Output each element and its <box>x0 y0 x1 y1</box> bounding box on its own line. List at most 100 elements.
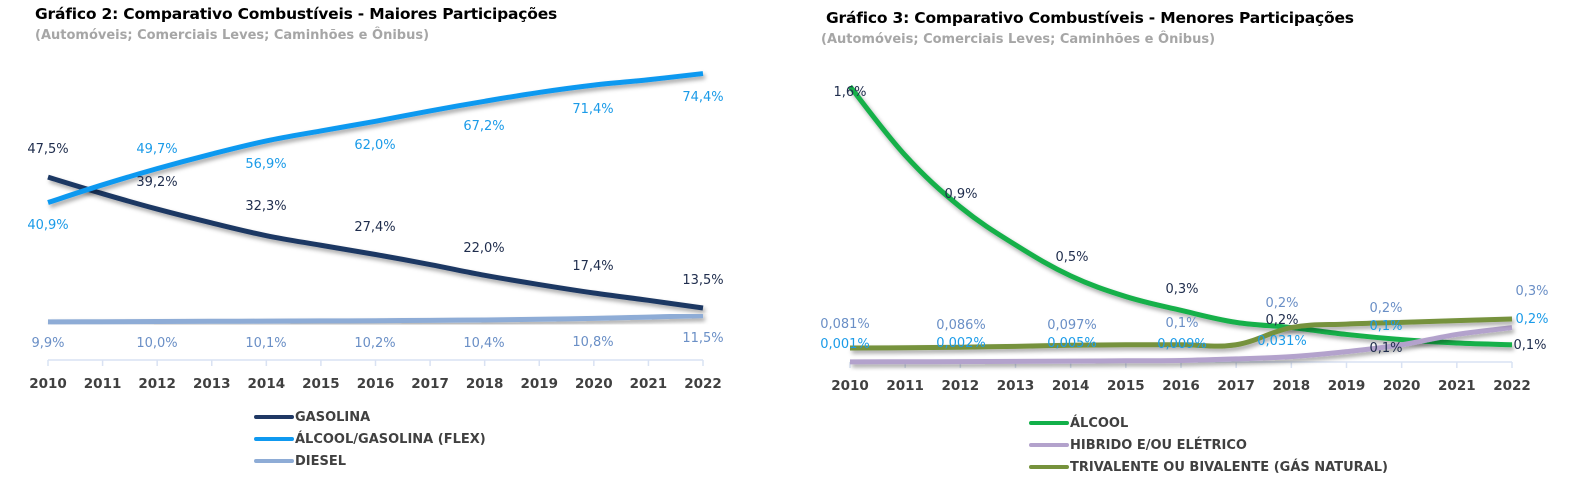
chart-2-subtitle: (Automóveis; Comerciais Leves; Caminhões… <box>35 28 430 43</box>
legend-swatch <box>1029 465 1069 469</box>
data-label: 10,8% <box>572 335 613 350</box>
x-tick-label: 2022 <box>1493 378 1531 394</box>
data-label: 27,4% <box>354 220 395 235</box>
data-label: 49,7% <box>136 142 177 157</box>
series-line-trivalente-ou-bivalente-g-s-natural <box>849 316 1513 351</box>
data-label: 0,9% <box>944 187 977 202</box>
chart-3-legend: ÁLCOOL HIBRIDO E/OU ELÉTRICO TRIVALENTE OU… <box>1029 412 1388 478</box>
x-tick-label: 2014 <box>248 376 286 392</box>
data-label: 40,9% <box>27 218 68 233</box>
data-label: 56,9% <box>245 157 286 172</box>
data-label: 47,5% <box>27 142 68 157</box>
legend-swatch <box>1029 443 1069 447</box>
chart-3-plot: 2010 2011 2012 2013 2014 2015 2016 2017 2018 2019… <box>820 84 1549 394</box>
data-label: 10,2% <box>354 336 395 351</box>
data-label: 0,1% <box>1165 316 1198 331</box>
data-label: 0,2% <box>1515 312 1548 327</box>
data-label: 0,2% <box>1265 296 1298 311</box>
data-label: 17,4% <box>572 259 613 274</box>
x-tick-label: 2013 <box>997 378 1035 394</box>
data-label: 9,9% <box>31 336 64 351</box>
chart-2-legend: GASOLINA ÁLCOOL/GASOLINA (FLEX) DIESEL <box>254 406 486 472</box>
x-tick-label: 2019 <box>520 376 558 392</box>
x-tick-label: 2012 <box>942 378 980 394</box>
data-label: 10,0% <box>136 336 177 351</box>
x-tick-label: 2014 <box>1052 378 1090 394</box>
data-label: 62,0% <box>354 138 395 153</box>
x-tick-label: 2017 <box>411 376 449 392</box>
x-tick-label: 2016 <box>1162 378 1200 394</box>
data-label: 0,097% <box>1047 318 1097 333</box>
data-label: 0,2% <box>1265 313 1298 328</box>
x-tick-label: 2022 <box>684 376 722 392</box>
series-line-diesel <box>47 313 704 325</box>
data-label: 0,002% <box>936 336 986 351</box>
data-label: 0,5% <box>1055 250 1088 265</box>
legend-swatch <box>1029 421 1069 425</box>
x-tick-label: 2019 <box>1328 378 1366 394</box>
x-tick-label: 2013 <box>193 376 231 392</box>
x-tick-label: 2020 <box>1383 378 1421 394</box>
legend-label: HIBRIDO E/OU ELÉTRICO <box>1070 437 1247 453</box>
x-tick-label: 2016 <box>357 376 395 392</box>
data-label: 10,4% <box>463 336 504 351</box>
data-label: 67,2% <box>463 119 504 134</box>
chart-3-subtitle: (Automóveis; Comerciais Leves; Caminhões… <box>821 32 1216 47</box>
x-tick-label: 2018 <box>466 376 504 392</box>
series-line-gasolina <box>47 174 704 311</box>
legend-label: DIESEL <box>295 453 347 469</box>
legend-label: GASOLINA <box>295 409 371 425</box>
data-label: 71,4% <box>572 102 613 117</box>
series-line-lcool-gasolina-flex <box>47 71 704 205</box>
x-tick-label: 2015 <box>1107 378 1145 394</box>
x-tick-label: 2020 <box>575 376 613 392</box>
legend-item: HIBRIDO E/OU ELÉTRICO <box>1029 434 1388 456</box>
data-label: 0,086% <box>936 318 986 333</box>
data-label: 0,001% <box>820 337 870 352</box>
data-label: 22,0% <box>463 241 504 256</box>
x-tick-label: 2021 <box>630 376 668 392</box>
x-tick-label: 2021 <box>1438 378 1476 394</box>
data-label: 32,3% <box>245 199 286 214</box>
data-label: 0,1% <box>1369 319 1402 334</box>
legend-swatch <box>254 459 294 463</box>
data-label: 11,5% <box>682 331 723 346</box>
data-label: 74,4% <box>682 90 723 105</box>
data-label: 0,3% <box>1165 282 1198 297</box>
legend-label: ÁLCOOL/GASOLINA (FLEX) <box>295 431 486 447</box>
data-label: 39,2% <box>136 175 177 190</box>
x-tick-label: 2011 <box>84 376 122 392</box>
x-tick-label: 2011 <box>886 378 924 394</box>
legend-label: TRIVALENTE OU BIVALENTE (GÁS NATURAL) <box>1070 459 1388 475</box>
data-label: 0,005% <box>1047 336 1097 351</box>
series-line-lcool <box>848 84 1513 348</box>
data-label: 0,1% <box>1369 341 1402 356</box>
legend-swatch <box>254 437 294 441</box>
data-label: 0,009% <box>1157 337 1207 352</box>
legend-item: DIESEL <box>254 450 486 472</box>
x-tick-label: 2015 <box>302 376 340 392</box>
chart-3-title: Gráfico 3: Comparativo Combustíveis - Me… <box>826 9 1354 27</box>
x-tick-label: 2017 <box>1217 378 1255 394</box>
x-tick-label: 2018 <box>1273 378 1311 394</box>
data-label: 0,2% <box>1369 301 1402 316</box>
legend-item: ÁLCOOL <box>1029 412 1388 434</box>
x-tick-label: 2010 <box>29 376 67 392</box>
chart-2-title: Gráfico 2: Comparativo Combustíveis - Ma… <box>35 5 558 23</box>
data-label: 10,1% <box>245 336 286 351</box>
data-label: 0,3% <box>1515 284 1548 299</box>
series-line-hibrido-e-ou-el-trico <box>849 325 1513 365</box>
x-tick-label: 2012 <box>138 376 176 392</box>
legend-label: ÁLCOOL <box>1070 415 1129 431</box>
data-label: 0,031% <box>1257 334 1307 349</box>
x-tick-label: 2010 <box>831 378 869 394</box>
legend-item: GASOLINA <box>254 406 486 428</box>
data-label: 0,081% <box>820 317 870 332</box>
legend-swatch <box>254 415 294 419</box>
chart-2-plot: 2010 2011 2012 2013 2014 2015 2016 2017 2018 2019… <box>27 71 724 392</box>
data-label: 13,5% <box>682 273 723 288</box>
legend-item: ÁLCOOL/GASOLINA (FLEX) <box>254 428 486 450</box>
data-label: 1,6% <box>833 85 866 100</box>
data-label: 0,1% <box>1513 338 1546 353</box>
